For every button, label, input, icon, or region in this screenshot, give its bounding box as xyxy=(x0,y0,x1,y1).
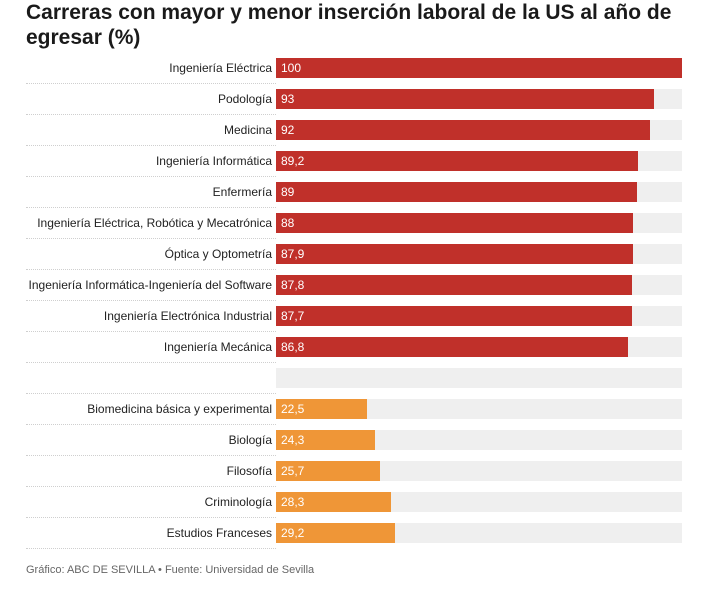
bar-row: Ingeniería Electrónica Industrial 87,7 xyxy=(26,301,682,332)
bar xyxy=(276,461,381,481)
category-label: Ingeniería Electrónica Industrial xyxy=(103,309,272,323)
bar-track: 28,3 xyxy=(276,492,682,512)
bar-row: Criminología 28,3 xyxy=(26,487,682,518)
chart-title: Carreras con mayor y menor inserción lab… xyxy=(26,1,672,49)
value-label: 87,9 xyxy=(281,247,305,261)
bar-track: 100 xyxy=(276,58,682,78)
row-divider xyxy=(26,176,276,177)
bar xyxy=(276,182,638,202)
category-label: Óptica y Optometría xyxy=(164,247,272,261)
bar-row: Óptica y Optometría 87,9 xyxy=(26,239,682,270)
bar-row: Medicina 92 xyxy=(26,115,682,146)
bar xyxy=(276,151,639,171)
bar-row: Ingeniería Eléctrica 100 xyxy=(26,53,682,84)
value-label: 24,3 xyxy=(281,433,305,447)
bar-row: Estudios Franceses 29,2 xyxy=(26,518,682,549)
bar-track: 22,5 xyxy=(276,399,682,419)
value-label: 86,8 xyxy=(281,340,305,354)
bar xyxy=(276,244,633,264)
bar-row: Ingeniería Informática 89,2 xyxy=(26,146,682,177)
category-label: Ingeniería Eléctrica xyxy=(169,61,272,75)
category-label: Podología xyxy=(217,92,272,106)
bar-row: Ingeniería Informática-Ingeniería del So… xyxy=(26,270,682,301)
bar xyxy=(276,120,650,140)
value-label: 22,5 xyxy=(281,402,305,416)
row-divider xyxy=(26,331,276,332)
bar xyxy=(276,523,395,543)
category-label: Ingeniería Informática xyxy=(155,154,272,168)
category-label: Ingeniería Mecánica xyxy=(163,340,272,354)
bar xyxy=(276,430,375,450)
category-label: Criminología xyxy=(204,495,272,509)
bar-row: Filosofía 25,7 xyxy=(26,456,682,487)
bar xyxy=(276,275,633,295)
row-divider xyxy=(26,393,276,394)
bar-track: 25,7 xyxy=(276,461,682,481)
row-divider xyxy=(26,145,276,146)
value-label: 29,2 xyxy=(281,526,305,540)
bar-track: 93 xyxy=(276,89,682,109)
value-label: 87,7 xyxy=(281,309,305,323)
value-label: 88 xyxy=(281,216,295,230)
category-label: Ingeniería Eléctrica, Robótica y Mecatró… xyxy=(37,216,272,230)
category-label: Biología xyxy=(228,433,272,447)
bar xyxy=(276,306,633,326)
bar xyxy=(276,89,654,109)
row-divider xyxy=(26,424,276,425)
bar-row: Biología 24,3 xyxy=(26,425,682,456)
row-divider xyxy=(26,486,276,487)
value-label: 100 xyxy=(281,61,302,75)
bar-track: 87,8 xyxy=(276,275,682,295)
row-divider xyxy=(26,548,276,549)
category-label: Enfermería xyxy=(212,185,272,199)
bar-track: 87,7 xyxy=(276,306,682,326)
bar-row: Podología 93 xyxy=(26,84,682,115)
bar-track: 88 xyxy=(276,213,682,233)
value-label: 25,7 xyxy=(281,464,305,478)
bar-track xyxy=(276,368,682,388)
chart-footer: Gráfico: ABC DE SEVILLA • Fuente: Univer… xyxy=(26,564,315,576)
row-divider xyxy=(26,83,276,84)
bar-row: Biomedicina básica y experimental 22,5 xyxy=(26,394,682,425)
bar-row: Ingeniería Mecánica 86,8 xyxy=(26,332,682,363)
row-divider xyxy=(26,238,276,239)
bar-track: 89,2 xyxy=(276,151,682,171)
bar-track: 92 xyxy=(276,120,682,140)
bar xyxy=(276,213,634,233)
value-label: 89 xyxy=(281,185,295,199)
row-divider xyxy=(26,300,276,301)
value-label: 28,3 xyxy=(281,495,305,509)
category-label: Biomedicina básica y experimental xyxy=(87,402,272,416)
category-label: Ingeniería Informática-Ingeniería del So… xyxy=(28,278,272,292)
bar-track: 87,9 xyxy=(276,244,682,264)
row-divider xyxy=(26,114,276,115)
value-label: 87,8 xyxy=(281,278,305,292)
bar-row: Ingeniería Eléctrica, Robótica y Mecatró… xyxy=(26,208,682,239)
category-label: Filosofía xyxy=(226,464,272,478)
bar-track: 89 xyxy=(276,182,682,202)
category-label: Estudios Franceses xyxy=(166,526,272,540)
value-label: 89,2 xyxy=(281,154,305,168)
bar-row: Enfermería 89 xyxy=(26,177,682,208)
value-label: 92 xyxy=(281,123,295,137)
category-label: Medicina xyxy=(223,123,272,137)
bar-track: 29,2 xyxy=(276,523,682,543)
bar xyxy=(276,337,629,357)
bar-track: 86,8 xyxy=(276,337,682,357)
value-label: 93 xyxy=(281,92,295,106)
row-divider xyxy=(26,207,276,208)
bar xyxy=(276,58,682,78)
spacer-row xyxy=(26,363,682,394)
row-divider xyxy=(26,455,276,456)
bar xyxy=(276,492,391,512)
bar-track: 24,3 xyxy=(276,430,682,450)
row-divider xyxy=(26,362,276,363)
row-divider xyxy=(26,269,276,270)
row-divider xyxy=(26,517,276,518)
bar xyxy=(276,399,368,419)
